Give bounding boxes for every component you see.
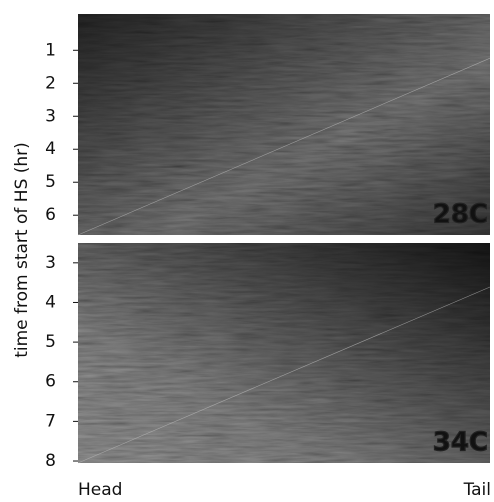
panel-label: 28C: [433, 200, 488, 230]
panel-label: 34C: [433, 428, 488, 458]
y-tick-label: 3: [45, 106, 56, 126]
diagonal: [77, 57, 491, 236]
y-tick-label: 1: [45, 40, 56, 60]
x-end-label: Tail: [463, 480, 491, 500]
y-tick-label: 4: [45, 139, 56, 159]
diagonal: [77, 286, 491, 464]
x-start-label: Head: [78, 480, 122, 500]
y-tick-label: 2: [45, 73, 56, 93]
y-axis-label: time from start of HS (hr): [12, 142, 32, 358]
kymograph-shade: [78, 14, 490, 235]
y-tick-label: 6: [45, 372, 56, 392]
y-tick-label: 5: [45, 172, 56, 192]
y-tick-label: 5: [45, 332, 56, 352]
y-tick-label: 8: [45, 451, 56, 471]
y-tick-label: 3: [45, 253, 56, 273]
y-tick-label: 6: [45, 205, 56, 225]
y-tick-label: 7: [45, 411, 56, 431]
kymograph-shade: [78, 243, 490, 463]
y-tick-label: 4: [45, 292, 56, 312]
